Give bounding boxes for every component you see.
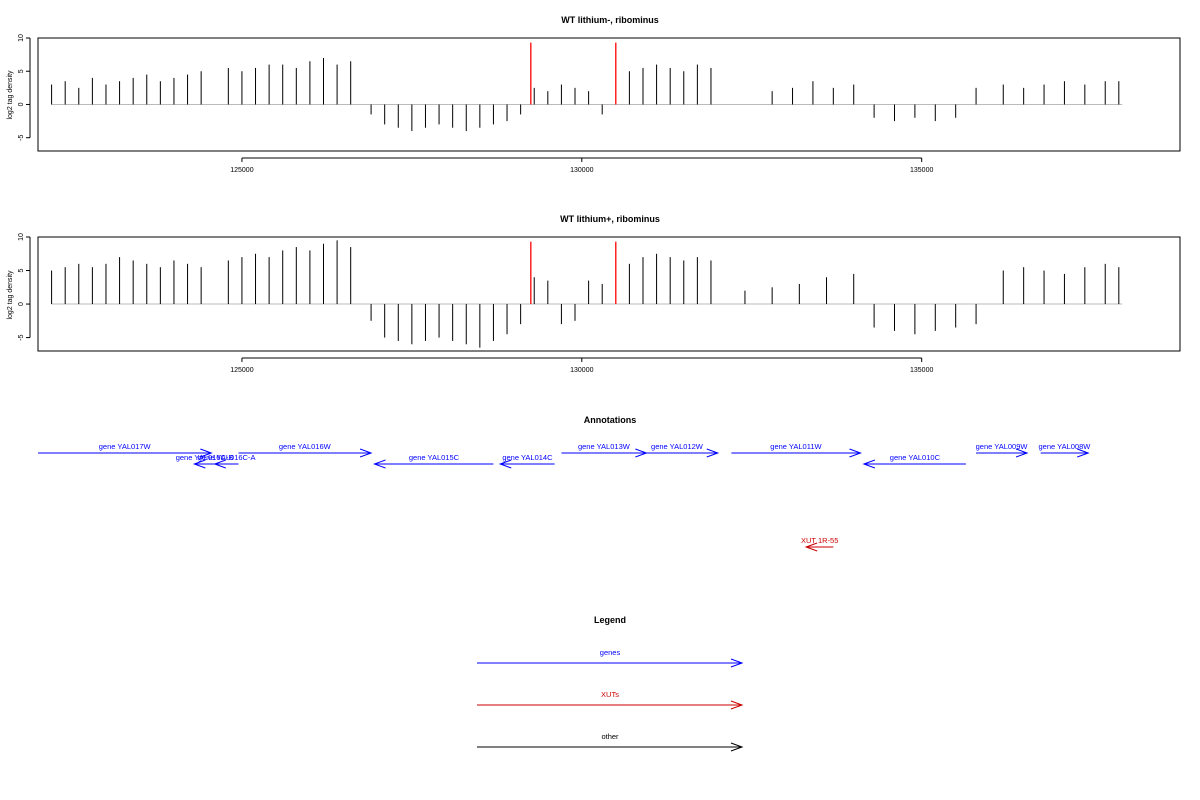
density-panel-lithium-plus: WT lithium+, ribominus log2 tag density … <box>7 214 1181 374</box>
feature-arrowhead <box>730 658 744 668</box>
axes: -5 0 5 10 125000 130000 135000 <box>18 233 933 374</box>
y-tick-label: -5 <box>18 134 25 140</box>
feature-arrowhead <box>213 459 226 469</box>
gene-feature: gene YAL016C-A <box>198 453 256 469</box>
y-tick-label: 0 <box>18 302 25 306</box>
x-tick-label: 135000 <box>910 167 933 174</box>
gene-feature: gene YAL012W <box>636 442 720 458</box>
legend-entry: genes <box>477 648 744 668</box>
x-tick-label: 130000 <box>570 367 593 374</box>
gene-feature: gene YAL014C <box>498 453 555 469</box>
x-tick-label: 125000 <box>230 367 253 374</box>
legend-entry: XUTs <box>477 690 744 710</box>
gene-feature: gene YAL010C <box>862 453 966 469</box>
feature-arrowhead <box>730 742 744 752</box>
gene-feature: gene YAL008W <box>1039 442 1092 458</box>
x-tick-label: 125000 <box>230 167 253 174</box>
feature-arrowhead <box>1077 448 1090 458</box>
gene-feature: gene YAL009W <box>976 442 1029 458</box>
data-bars <box>51 240 1123 348</box>
x-tick-label: 130000 <box>570 167 593 174</box>
panel-title: WT lithium+, ribominus <box>560 214 660 224</box>
gene-feature: gene YAL011W <box>731 442 862 458</box>
feature-label: gene YAL016C-A <box>198 453 256 462</box>
feature-label: gene YAL017W <box>99 442 152 451</box>
data-bars <box>51 42 1123 132</box>
feature-label: gene YAL016W <box>279 442 332 451</box>
gene-feature: gene YAL016W <box>238 442 373 458</box>
feature-label: gene YAL014C <box>502 453 553 462</box>
feature-label: gene YAL010C <box>890 453 941 462</box>
gene-feature: gene YAL015C <box>373 453 494 469</box>
plot-frame <box>37 236 1181 352</box>
legend-entry: other <box>477 732 744 752</box>
legend-label: genes <box>600 648 621 657</box>
plot-frame <box>37 37 1181 152</box>
feature-arrowhead <box>498 459 512 469</box>
y-tick-label: 5 <box>18 69 25 73</box>
feature-label: gene YAL013W <box>578 442 631 451</box>
feature-label: gene YAL011W <box>770 442 822 451</box>
legend-title: Legend <box>594 615 626 625</box>
feature-label: gene YAL009W <box>976 442 1029 451</box>
feature-arrowhead <box>200 448 213 458</box>
legend-entries: genes XUTs other <box>477 648 744 752</box>
density-panel-lithium-minus: WT lithium-, ribominus log2 tag density … <box>7 15 1181 174</box>
feature-label: gene YAL015C <box>409 453 460 462</box>
feature-label: gene YAL016C-B <box>176 453 234 462</box>
feature-arrowhead <box>849 448 862 458</box>
legend: Legend genes XUTs other <box>477 615 744 752</box>
gene-feature: gene YAL013W <box>561 442 648 458</box>
y-tick-label: 10 <box>18 34 25 42</box>
feature-arrowhead <box>373 459 386 469</box>
feature-label: gene YAL012W <box>651 442 704 451</box>
feature-arrowhead <box>706 448 720 458</box>
gene-feature: gene YAL017W <box>38 442 213 458</box>
x-tick-label: 135000 <box>910 367 933 374</box>
y-tick-label: 5 <box>18 268 25 272</box>
y-tick-label: 10 <box>18 233 25 241</box>
feature-label: XUT 1R-55 <box>801 536 838 545</box>
y-axis-label: log2 tag density <box>7 70 14 120</box>
annotation-title: Annotations <box>584 415 637 425</box>
y-axis-label: log2 tag density <box>7 270 14 320</box>
feature-arrowhead <box>862 459 876 469</box>
axes: -5 0 5 10 125000 130000 135000 <box>18 34 933 174</box>
legend-label: other <box>601 732 619 741</box>
panel-title: WT lithium-, ribominus <box>561 15 659 25</box>
feature-arrowhead <box>359 448 373 458</box>
y-tick-label: -5 <box>18 334 25 340</box>
y-tick-label: 0 <box>18 102 25 106</box>
xut-feature: XUT 1R-55 <box>801 536 838 552</box>
feature-arrowhead <box>192 459 206 469</box>
feature-arrowhead <box>804 542 818 552</box>
gene-feature: gene YAL016C-B <box>176 453 234 469</box>
legend-label: XUTs <box>601 690 619 699</box>
feature-arrowhead <box>1015 448 1029 458</box>
feature-label: gene YAL008W <box>1039 442 1092 451</box>
feature-arrowhead <box>730 700 744 710</box>
